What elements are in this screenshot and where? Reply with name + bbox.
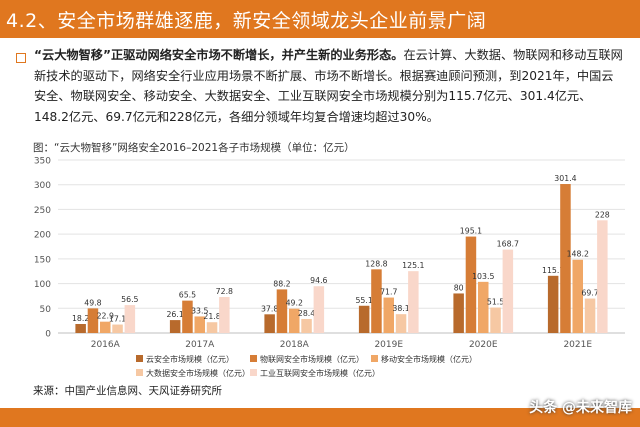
bar bbox=[453, 293, 464, 333]
data-label: 94.6 bbox=[310, 276, 327, 285]
data-label: 22.9 bbox=[97, 312, 114, 321]
x-tick-label: 2016A bbox=[91, 340, 121, 350]
intro-text: 在云计算、大数据、物联网和移动互联网新技术的驱动下，网络安全行业应用场景不断扩展… bbox=[34, 48, 623, 124]
data-label: 37.8 bbox=[261, 304, 278, 313]
bar bbox=[502, 249, 514, 333]
data-label: 38.1 bbox=[392, 304, 409, 313]
data-label: 51.5 bbox=[487, 298, 504, 307]
data-label: 21.8 bbox=[203, 312, 220, 321]
bar bbox=[313, 286, 325, 333]
x-tick-label: 2019E bbox=[374, 340, 403, 350]
intro-paragraph: “云大物智移”正驱动网络安全市场不断增长，并产生新的业务形态。在云计算、大数据、… bbox=[34, 45, 624, 127]
data-label: 80 bbox=[454, 283, 464, 292]
data-label: 125.1 bbox=[402, 261, 424, 270]
y-tick-label: 150 bbox=[34, 255, 51, 265]
legend-label: 云安全市场规模（亿元） bbox=[146, 354, 234, 364]
legend-swatch bbox=[250, 369, 257, 376]
bar bbox=[182, 300, 193, 333]
page-title: 4.2、安全市场群雄逐鹿，新安全领域龙头企业前景广阔 bbox=[6, 10, 487, 32]
legend-swatch bbox=[136, 355, 143, 362]
bar bbox=[395, 314, 407, 333]
data-label: 228 bbox=[595, 210, 610, 219]
data-label: 18.2 bbox=[72, 314, 89, 323]
legend-label: 大数据安全市场规模（亿元） bbox=[146, 368, 250, 378]
data-label: 26.1 bbox=[166, 310, 183, 319]
bar bbox=[169, 320, 181, 333]
bar bbox=[584, 298, 596, 333]
bar bbox=[100, 321, 111, 333]
x-tick-label: 2018A bbox=[280, 340, 310, 350]
data-label: 148.2 bbox=[567, 250, 589, 259]
data-label: 55.1 bbox=[355, 296, 372, 305]
y-tick-label: 250 bbox=[34, 206, 51, 216]
bar bbox=[560, 184, 571, 333]
data-label: 115.7 bbox=[542, 266, 564, 275]
y-tick-label: 200 bbox=[34, 231, 51, 241]
bar bbox=[276, 289, 288, 333]
y-tick-label: 350 bbox=[34, 157, 51, 167]
bar bbox=[547, 275, 559, 333]
bar bbox=[112, 324, 123, 333]
data-label: 33.5 bbox=[191, 306, 208, 315]
bar-chart: 0 50 100 150 200 250 300 350 18.2 49.8 22.917.1 56.… bbox=[34, 157, 625, 378]
bar bbox=[465, 236, 477, 333]
bar bbox=[358, 305, 370, 333]
data-label: 56.5 bbox=[121, 295, 138, 304]
x-tick-label: 2021E bbox=[563, 340, 592, 350]
y-tick-label: 300 bbox=[34, 181, 51, 191]
bar bbox=[264, 314, 275, 333]
bar bbox=[124, 305, 136, 333]
bar bbox=[194, 316, 205, 333]
data-label: 103.5 bbox=[472, 272, 494, 281]
figure-caption: 图：“云大物智移”网络安全2016–2021各子市场规模（单位：亿元） bbox=[33, 142, 355, 154]
legend-label: 移动安全市场规模（亿元） bbox=[381, 354, 477, 364]
watermark-text: 头条 @未来智库 bbox=[529, 400, 632, 416]
data-label: 28.4 bbox=[298, 309, 315, 318]
bar bbox=[572, 259, 583, 333]
data-label: 128.8 bbox=[365, 259, 387, 268]
bar bbox=[478, 281, 489, 333]
bar bbox=[408, 271, 419, 333]
y-tick-label: 50 bbox=[40, 305, 52, 315]
y-tick-label: 0 bbox=[45, 330, 51, 340]
intro-bold-text: “云大物智移”正驱动网络安全市场不断增长，并产生新的业务形态。 bbox=[34, 48, 404, 62]
data-label: 69.7 bbox=[581, 289, 598, 298]
bar bbox=[371, 269, 382, 333]
data-label: 49.8 bbox=[84, 298, 101, 307]
bar bbox=[219, 297, 230, 333]
bar bbox=[289, 308, 300, 333]
source-note: 来源：中国产业信息网、天风证券研究所 bbox=[33, 385, 222, 397]
bar bbox=[490, 307, 501, 333]
y-tick-label: 100 bbox=[34, 280, 51, 290]
legend-swatch bbox=[371, 355, 378, 362]
data-label: 88.2 bbox=[273, 279, 290, 288]
data-label: 301.4 bbox=[554, 174, 576, 183]
data-label: 71.7 bbox=[380, 288, 397, 297]
legend-swatch bbox=[250, 355, 257, 362]
data-label: 195.1 bbox=[460, 227, 482, 236]
data-label: 72.8 bbox=[216, 287, 233, 296]
bar bbox=[206, 322, 218, 333]
legend-label: 物联网安全市场规模（亿元） bbox=[260, 354, 364, 364]
data-label: 168.7 bbox=[497, 240, 519, 249]
bar bbox=[597, 220, 608, 333]
footer-bar bbox=[0, 408, 640, 427]
bar bbox=[383, 297, 394, 333]
watermark: 头条 @未来智库 bbox=[529, 397, 632, 417]
title-bar: 4.2、安全市场群雄逐鹿，新安全领域龙头企业前景广阔 bbox=[0, 0, 640, 38]
bar bbox=[87, 308, 99, 333]
legend-label: 工业互联网安全市场规模（亿元） bbox=[260, 368, 380, 378]
data-label: 49.2 bbox=[286, 299, 303, 308]
legend-swatch bbox=[136, 369, 143, 376]
bar bbox=[75, 324, 86, 333]
bar bbox=[301, 318, 312, 333]
x-tick-label: 2017A bbox=[185, 340, 215, 350]
x-tick-label: 2020E bbox=[469, 340, 498, 350]
data-label: 65.5 bbox=[179, 291, 196, 300]
bullet-square-icon bbox=[16, 53, 26, 63]
data-label: 17.1 bbox=[109, 315, 126, 324]
